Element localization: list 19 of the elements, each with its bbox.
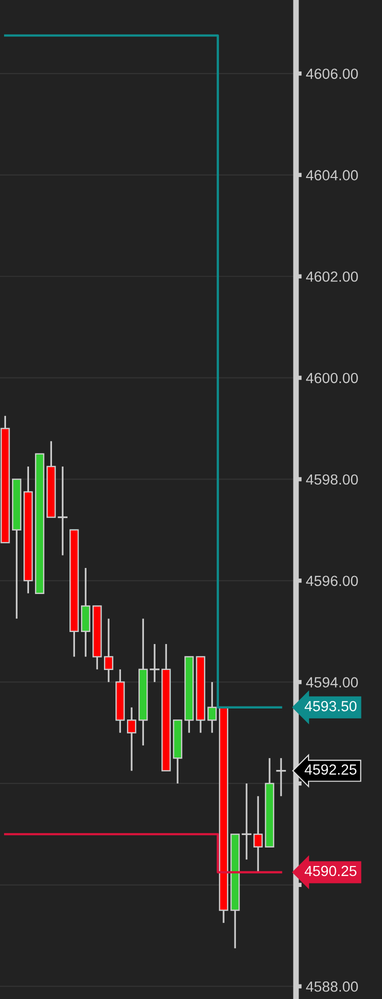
y-tick-label: 4604.00: [306, 170, 358, 180]
data-label: 4590.25: [304, 866, 356, 876]
y-tick-label: 4594.00: [306, 677, 358, 688]
data-label: 4593.50: [304, 701, 356, 712]
candlestick: [104, 618, 114, 683]
candlestick: [276, 757, 286, 797]
candlestick: [242, 782, 252, 860]
y-tick-label: 4600.00: [306, 372, 358, 384]
candlestick: [253, 795, 263, 874]
candlestick: [126, 706, 136, 772]
candlestick: [58, 466, 68, 556]
candlestick: [150, 643, 160, 683]
y-tick-label: 4588.00: [306, 981, 358, 992]
text: 4592.25: [304, 764, 356, 775]
candlestick: [207, 681, 217, 734]
y-tick-label: 4602.00: [306, 271, 358, 282]
y-tick-label: 4606.00: [306, 68, 358, 79]
y-tick-label: 4598.00: [306, 474, 358, 485]
y-tick-label: 4596.00: [306, 576, 358, 586]
